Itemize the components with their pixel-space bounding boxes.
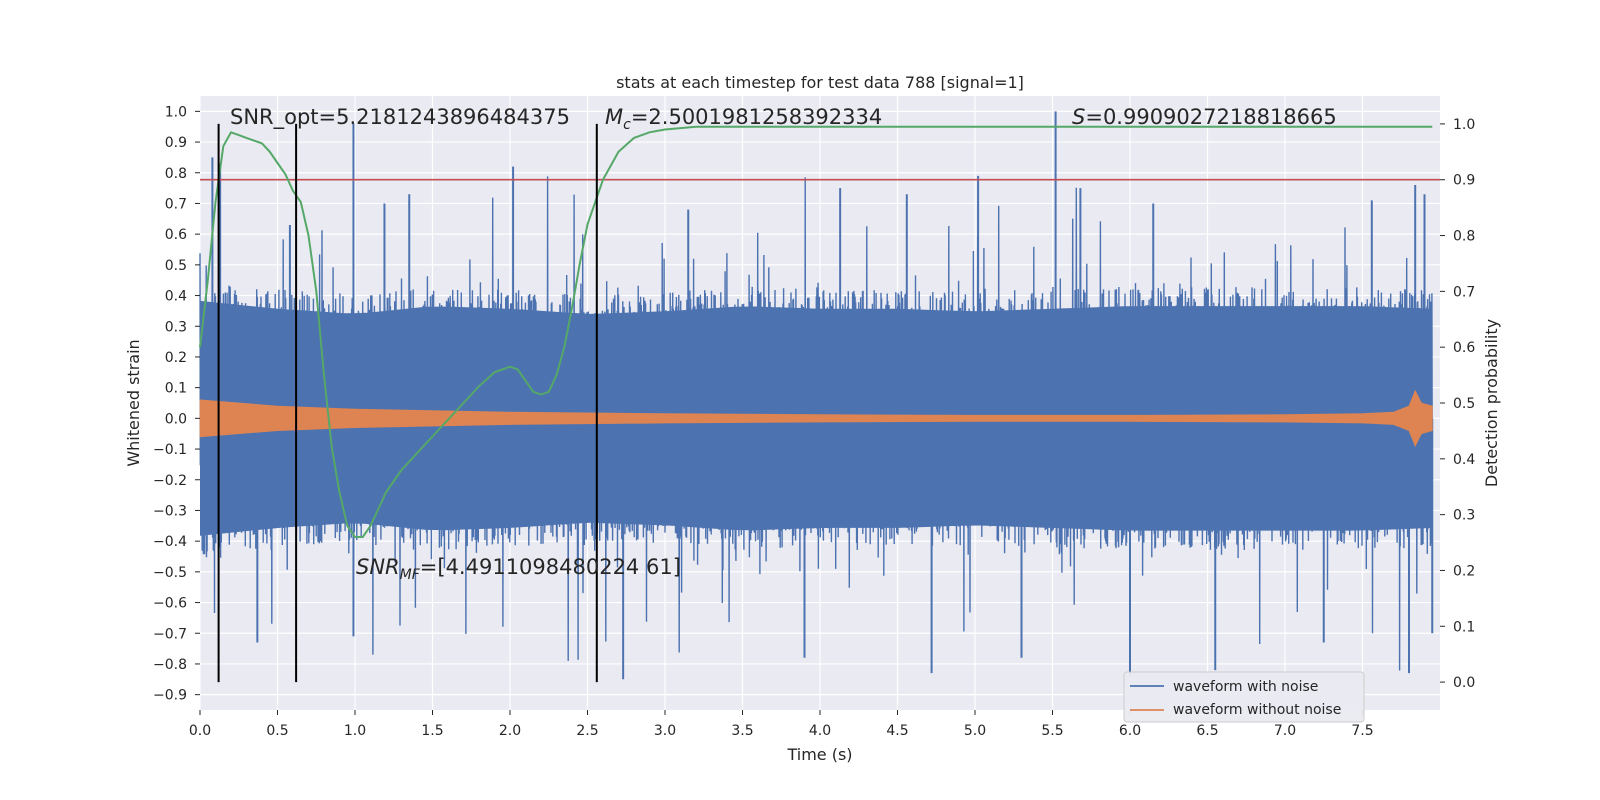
clean-waveform-band — [199, 389, 1433, 447]
y2-tick-label-2: 0.2 — [1453, 563, 1475, 579]
y-tick-label-7: −0.2 — [153, 473, 187, 489]
waveform-without-noise-series — [199, 389, 1433, 447]
x-tick-label-5: 2.5 — [576, 723, 598, 739]
annotation-s-symbol: S — [1072, 105, 1085, 129]
y-tick-label-9: 0.0 — [165, 411, 187, 427]
y-tick-label-14: 0.5 — [165, 258, 187, 274]
y-tick-label-15: 0.6 — [165, 227, 187, 243]
x-tick-label-3: 1.5 — [421, 723, 443, 739]
x-tick-label-14: 7.0 — [1274, 723, 1296, 739]
y2-tick-label-4: 0.4 — [1453, 452, 1475, 468]
annotation-mc: Mc=2.5001981258392334 — [605, 105, 882, 133]
x-tick-label-12: 6.0 — [1119, 723, 1141, 739]
y-axis-label: Whitened strain — [124, 339, 143, 466]
detection-probability-line — [199, 125, 1433, 538]
y-tick-label-18: 0.9 — [165, 135, 187, 151]
chart-title: stats at each timestep for test data 788… — [616, 73, 1024, 92]
legend-label-noisy: waveform with noise — [1173, 679, 1318, 695]
y2-tick-label-5: 0.5 — [1453, 396, 1475, 412]
legend: waveform with noise waveform without noi… — [1123, 671, 1365, 723]
x-tick-label-6: 3.0 — [654, 723, 676, 739]
y-tick-label-3: −0.6 — [153, 596, 187, 612]
y-tick-label-6: −0.3 — [153, 503, 187, 519]
y-tick-label-17: 0.8 — [165, 166, 187, 182]
x-tick-label-4: 2.0 — [499, 723, 521, 739]
annotation-mc-value: =2.5001981258392334 — [631, 105, 882, 129]
annotation-snr-mf-value: =[4.4911098480224 61] — [420, 555, 681, 579]
annotation-snr-mf: SNRMF=[4.4911098480224 61] — [356, 555, 681, 583]
y-tick-label-2: −0.7 — [153, 626, 187, 642]
y2-tick-labels: 0.0 0.1 0.2 0.3 0.4 0.5 0.6 0.7 0.8 0.9 1.0 — [1440, 117, 1475, 691]
annotation-s: S=0.9909027218818665 — [1072, 105, 1337, 129]
y-tick-label-10: 0.1 — [165, 381, 187, 397]
detection-probability-series — [199, 125, 1433, 538]
annotation-snr-mf-symbol: SNR — [356, 555, 400, 579]
x-axis-label: Time (s) — [786, 745, 852, 764]
y2-tick-label-10: 1.0 — [1453, 117, 1475, 133]
x-tick-label-13: 6.5 — [1196, 723, 1218, 739]
y-tick-label-12: 0.3 — [165, 319, 187, 335]
y-tick-label-19: 1.0 — [165, 104, 187, 120]
x-tick-label-15: 7.5 — [1351, 723, 1373, 739]
x-tick-label-8: 4.0 — [809, 723, 831, 739]
y-tick-label-11: 0.2 — [165, 350, 187, 366]
y-tick-label-16: 0.7 — [165, 196, 187, 212]
annotation-mc-subscript: c — [623, 117, 631, 133]
y-tick-label-8: −0.1 — [153, 442, 187, 458]
y2-tick-label-1: 0.1 — [1453, 619, 1475, 635]
annotation-s-value: =0.9909027218818665 — [1085, 105, 1336, 129]
x-tick-label-0: 0.0 — [189, 723, 211, 739]
y2-tick-label-6: 0.6 — [1453, 340, 1475, 356]
annotation-snr-opt: SNR_opt=5.2181243896484375 — [230, 105, 570, 130]
y-tick-labels: −0.9 −0.8 −0.7 −0.6 −0.5 −0.4 −0.3 −0.2 −0.1 0.0 0… — [153, 104, 200, 704]
marker-lines — [217, 123, 598, 683]
annotation-snr-mf-subscript: MF — [400, 567, 421, 583]
x-tick-label-10: 5.0 — [964, 723, 986, 739]
x-tick-label-2: 1.0 — [344, 723, 366, 739]
y2-tick-label-3: 0.3 — [1453, 508, 1475, 524]
x-tick-label-1: 0.5 — [266, 723, 288, 739]
y-tick-label-13: 0.4 — [165, 289, 187, 305]
x-tick-label-9: 4.5 — [886, 723, 908, 739]
y-tick-label-0: −0.9 — [153, 688, 187, 704]
legend-label-clean: waveform without noise — [1173, 702, 1341, 718]
y-tick-label-1: −0.8 — [153, 657, 187, 673]
y2-tick-label-9: 0.9 — [1453, 173, 1475, 189]
y2-axis-label: Detection probability — [1482, 319, 1501, 487]
legend-box — [1123, 671, 1365, 723]
x-tick-label-7: 3.5 — [731, 723, 753, 739]
y2-tick-label-0: 0.0 — [1453, 675, 1475, 691]
y-tick-label-5: −0.4 — [153, 534, 187, 550]
y-tick-label-4: −0.5 — [153, 565, 187, 581]
annotation-mc-symbol: M — [605, 105, 623, 129]
y2-tick-label-8: 0.8 — [1453, 229, 1475, 245]
y2-tick-label-7: 0.7 — [1453, 284, 1475, 300]
x-tick-label-11: 5.5 — [1041, 723, 1063, 739]
